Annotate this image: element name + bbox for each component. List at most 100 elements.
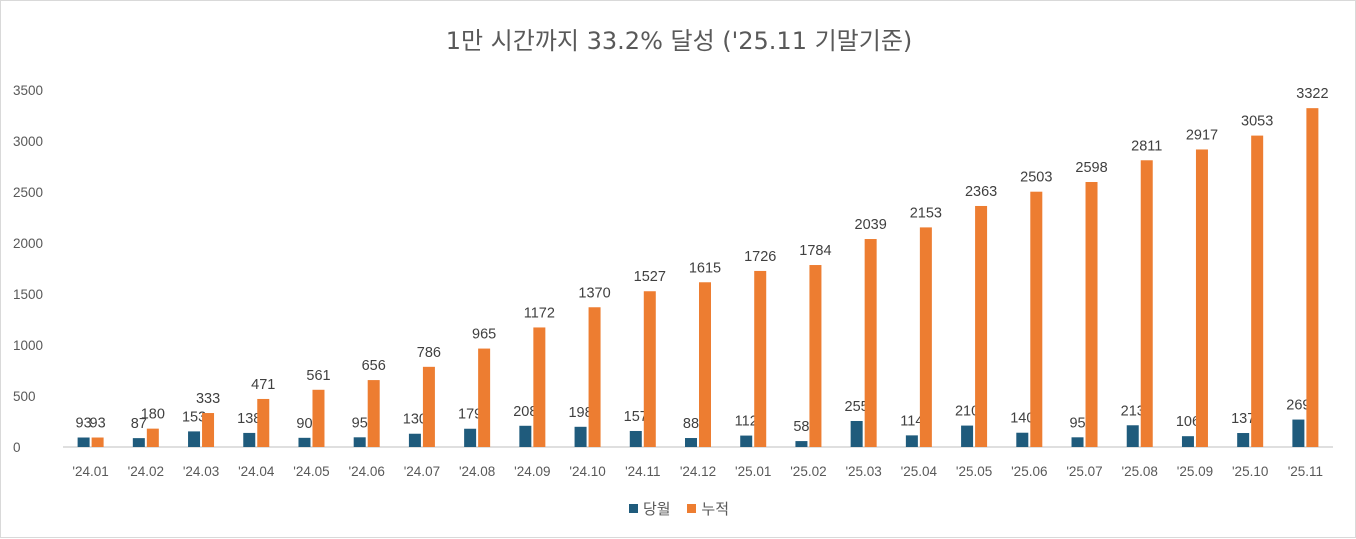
data-label-cumulative: 2503 [1020,170,1052,186]
x-tick-label: '24.01 [72,464,108,479]
x-tick-label: '24.05 [293,464,329,479]
data-label-monthly: 138 [237,411,261,427]
data-label-monthly: 269 [1286,398,1310,414]
data-label-cumulative: 2811 [1131,138,1162,154]
data-label-cumulative: 656 [362,358,386,374]
bar-monthly [629,430,642,447]
data-label-cumulative: 965 [472,327,496,343]
y-tick-label: 3500 [13,83,43,98]
x-tick-label: '24.11 [625,464,660,479]
x-tick-label: '25.04 [901,464,938,479]
x-tick-label: '25.11 [1288,464,1323,479]
y-tick-label: 3000 [13,134,43,149]
data-label-cumulative: 2153 [910,205,942,221]
data-label-monthly: 208 [513,404,537,420]
y-tick-label: 1000 [13,338,43,353]
data-label-monthly: 106 [1176,414,1200,430]
chart-legend: 당월 누적 [1,498,1356,519]
data-label-cumulative: 2363 [965,184,997,200]
data-label-monthly: 179 [458,407,482,423]
x-tick-label: '25.10 [1232,464,1268,479]
data-label-monthly: 88 [683,416,699,432]
bar-monthly [243,432,256,447]
bar-monthly [188,431,201,447]
data-label-monthly: 90 [296,416,312,432]
bar-monthly [1126,425,1139,447]
data-label-monthly: 130 [403,412,427,428]
x-tick-label: '24.02 [128,464,164,479]
data-label-cumulative: 3053 [1241,114,1273,130]
bar-monthly [795,441,808,447]
bar-monthly [408,433,421,447]
legend-label-monthly: 당월 [643,500,671,518]
data-label-cumulative: 3322 [1296,86,1328,102]
x-tick-label: '25.06 [1011,464,1047,479]
data-label-cumulative: 2039 [855,217,887,233]
bar-cumulative [699,282,711,447]
data-label-cumulative: 471 [251,377,275,393]
y-tick-label: 0 [13,440,21,455]
data-label-monthly: 210 [955,404,979,420]
bar-cumulative [422,366,435,447]
bar-cumulative [864,239,877,447]
bar-cumulative [1140,160,1153,447]
x-tick-label: '24.04 [238,464,275,479]
bar-monthly [464,428,477,447]
data-label-monthly: 213 [1121,403,1145,419]
data-label-cumulative: 786 [417,345,441,361]
bar-cumulative [1030,191,1043,447]
x-tick-label: '24.03 [183,464,219,479]
data-label-monthly: 87 [131,416,147,432]
legend-item-monthly: 당월 [629,498,671,519]
bar-monthly [298,437,311,447]
data-label-cumulative: 93 [90,416,106,432]
bar-cumulative [919,227,932,447]
data-label-monthly: 93 [76,416,92,432]
bar-monthly [850,420,863,447]
bar-cumulative [643,291,656,447]
x-tick-label: '24.12 [680,464,716,479]
bar-cumulative [1306,108,1319,447]
data-label-cumulative: 1172 [524,305,555,321]
bar-cumulative [1251,135,1264,447]
bar-cumulative [975,205,988,447]
bar-monthly [574,426,587,447]
data-label-cumulative: 1784 [799,243,831,259]
y-tick-label: 500 [13,389,36,404]
legend-label-cumulative: 누적 [701,500,729,518]
bar-cumulative [1195,149,1208,447]
bar-monthly [1016,432,1029,447]
y-tick-label: 2000 [13,236,43,251]
x-tick-label: '24.06 [349,464,385,479]
data-label-monthly: 137 [1231,411,1255,427]
x-tick-label: '24.08 [459,464,495,479]
bar-monthly [519,425,532,447]
legend-swatch-cumulative [687,504,697,513]
data-label-cumulative: 1615 [689,260,721,276]
bar-monthly [961,425,974,447]
legend-swatch-monthly [629,504,638,513]
bar-cumulative [367,380,380,447]
data-label-cumulative: 561 [306,368,330,384]
x-tick-label: '25.01 [735,464,771,479]
data-label-cumulative: 1370 [578,285,610,301]
data-label-monthly: 58 [793,419,809,435]
bar-monthly [1237,433,1250,447]
x-tick-label: '25.05 [956,464,992,479]
legend-item-cumulative: 누적 [687,498,729,519]
y-tick-label: 2500 [13,185,43,200]
y-tick-label: 1500 [13,287,43,302]
x-tick-label: '24.07 [404,464,440,479]
x-tick-label: '25.03 [845,464,881,479]
bar-cumulative [312,389,325,447]
bar-monthly [1071,437,1084,447]
bar-cumulative [146,428,159,447]
x-tick-label: '25.02 [790,464,826,479]
data-label-cumulative: 333 [196,391,220,407]
bar-monthly [1181,436,1194,447]
data-label-monthly: 140 [1010,411,1034,427]
bar-cumulative [91,437,104,447]
data-label-monthly: 112 [735,414,758,430]
